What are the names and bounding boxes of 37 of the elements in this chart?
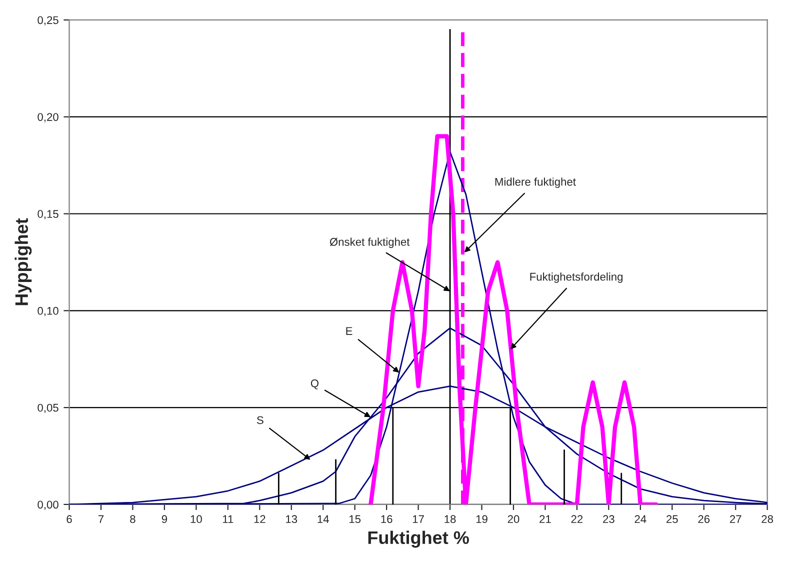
annotation: Ønsket fuktighet xyxy=(330,238,410,248)
x-tick-label: 15 xyxy=(350,515,361,524)
x-tick-label: 11 xyxy=(222,515,234,523)
x-tick-label: 18 xyxy=(444,515,456,524)
annotation: S xyxy=(256,416,264,424)
annotation: Fuktighetsfordeling xyxy=(530,272,623,283)
x-axis-title: Fuktighet % xyxy=(368,530,469,548)
x-tick-label: 14 xyxy=(318,515,329,523)
x-tick-label: 16 xyxy=(381,515,392,524)
x-tick-label: 12 xyxy=(254,515,266,523)
y-tick-label: 0,20 xyxy=(38,113,58,122)
annotation: Q xyxy=(310,379,319,390)
x-tick-label: 20 xyxy=(508,515,520,524)
y-tick-label: 0,05 xyxy=(38,404,58,413)
x-tick-label: 9 xyxy=(162,515,168,524)
y-tick-label: 0,15 xyxy=(38,210,58,220)
annotation: Midlere fuktighet xyxy=(495,178,576,188)
x-tick-label: 28 xyxy=(762,515,774,524)
y-axis-title: Hyppighet xyxy=(14,218,32,306)
x-tick-label: 21 xyxy=(540,515,551,523)
x-tick-label: 19 xyxy=(476,515,488,524)
y-tick-label: 0,00 xyxy=(38,500,58,510)
x-tick-label: 6 xyxy=(66,515,72,524)
x-tick-label: 17 xyxy=(412,515,424,523)
x-tick-label: 10 xyxy=(190,515,202,524)
x-tick-label: 25 xyxy=(666,515,678,524)
y-tick-label: 0,25 xyxy=(38,16,58,26)
annotation: E xyxy=(346,327,352,335)
x-tick-label: 23 xyxy=(603,515,614,524)
x-tick-label: 24 xyxy=(634,515,646,523)
x-tick-label: 8 xyxy=(130,515,136,524)
x-tick-label: 26 xyxy=(698,515,710,524)
x-tick-label: 27 xyxy=(730,515,742,523)
x-tick-label: 7 xyxy=(98,515,104,523)
x-tick-label: 22 xyxy=(571,515,583,523)
y-tick-label: 0,10 xyxy=(38,306,58,316)
x-tick-label: 13 xyxy=(286,515,298,524)
